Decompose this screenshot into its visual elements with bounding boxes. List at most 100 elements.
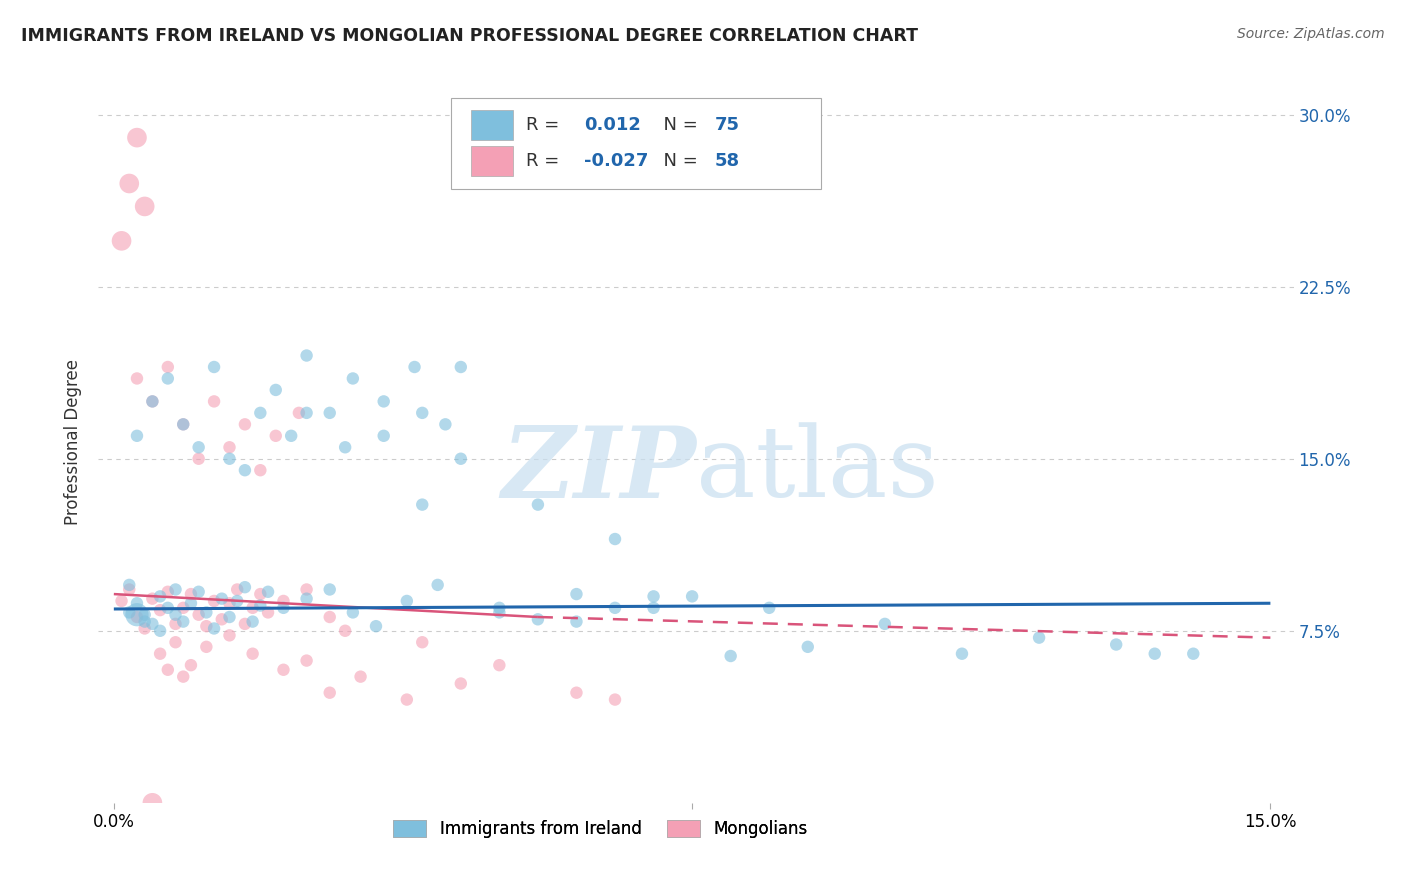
Point bbox=[218, 451, 240, 466]
Point bbox=[156, 371, 179, 385]
Point bbox=[118, 578, 141, 592]
Point bbox=[134, 615, 156, 629]
Point bbox=[165, 582, 187, 597]
Point bbox=[134, 622, 156, 636]
Point bbox=[295, 406, 318, 420]
Point bbox=[342, 371, 364, 385]
Point bbox=[172, 670, 194, 684]
Point bbox=[211, 591, 233, 606]
Point bbox=[288, 406, 311, 420]
Point bbox=[141, 796, 163, 810]
Point bbox=[125, 429, 148, 443]
Point bbox=[202, 394, 225, 409]
Point bbox=[603, 532, 626, 546]
Point bbox=[797, 640, 820, 654]
Point bbox=[434, 417, 457, 432]
Point bbox=[187, 607, 209, 622]
Point bbox=[603, 600, 626, 615]
Point bbox=[1028, 631, 1050, 645]
Point bbox=[233, 616, 256, 631]
Point bbox=[180, 658, 202, 673]
Point bbox=[565, 615, 588, 629]
Point bbox=[758, 600, 780, 615]
Point bbox=[233, 580, 256, 594]
Point bbox=[395, 594, 418, 608]
Point bbox=[242, 615, 264, 629]
Point bbox=[643, 590, 665, 604]
Point bbox=[319, 686, 342, 700]
Point bbox=[110, 234, 132, 248]
Text: R =: R = bbox=[526, 116, 565, 134]
Point bbox=[125, 610, 148, 624]
Point bbox=[125, 130, 148, 145]
Point bbox=[195, 640, 218, 654]
Point bbox=[187, 451, 209, 466]
Point bbox=[141, 394, 163, 409]
Point bbox=[295, 654, 318, 668]
Point bbox=[110, 594, 132, 608]
Point bbox=[450, 451, 472, 466]
Point bbox=[295, 591, 318, 606]
Point bbox=[202, 594, 225, 608]
Point bbox=[488, 600, 510, 615]
Point bbox=[264, 429, 287, 443]
Point bbox=[873, 616, 896, 631]
Point bbox=[149, 647, 172, 661]
Point bbox=[118, 582, 141, 597]
Text: N =: N = bbox=[652, 116, 703, 134]
Point bbox=[450, 676, 472, 690]
Point bbox=[565, 587, 588, 601]
Point bbox=[373, 429, 395, 443]
Point bbox=[156, 359, 179, 374]
Point bbox=[257, 584, 280, 599]
Point bbox=[373, 394, 395, 409]
Text: N =: N = bbox=[652, 153, 703, 170]
Point bbox=[165, 616, 187, 631]
Point bbox=[273, 663, 295, 677]
Point bbox=[202, 359, 225, 374]
Point bbox=[319, 406, 342, 420]
Point bbox=[149, 624, 172, 638]
Point bbox=[395, 692, 418, 706]
FancyBboxPatch shape bbox=[471, 146, 513, 177]
Point bbox=[233, 463, 256, 477]
Point bbox=[125, 371, 148, 385]
Point bbox=[180, 596, 202, 610]
Point bbox=[333, 624, 356, 638]
Point bbox=[249, 587, 271, 601]
Point bbox=[218, 440, 240, 454]
FancyBboxPatch shape bbox=[471, 110, 513, 140]
Point bbox=[720, 648, 742, 663]
Point bbox=[165, 635, 187, 649]
Point bbox=[141, 591, 163, 606]
Point bbox=[411, 406, 433, 420]
Point bbox=[172, 417, 194, 432]
Text: R =: R = bbox=[526, 153, 565, 170]
Point bbox=[156, 584, 179, 599]
Point bbox=[527, 498, 550, 512]
Y-axis label: Professional Degree: Professional Degree bbox=[65, 359, 83, 524]
Point bbox=[643, 600, 665, 615]
Point bbox=[180, 587, 202, 601]
Point bbox=[273, 600, 295, 615]
Point bbox=[156, 663, 179, 677]
Point bbox=[603, 692, 626, 706]
Text: 58: 58 bbox=[716, 153, 740, 170]
Point bbox=[202, 622, 225, 636]
Point bbox=[411, 498, 433, 512]
Point bbox=[125, 596, 148, 610]
Point bbox=[488, 606, 510, 620]
Point bbox=[195, 619, 218, 633]
Point bbox=[319, 610, 342, 624]
Point bbox=[195, 606, 218, 620]
Point bbox=[264, 383, 287, 397]
Point bbox=[134, 607, 156, 622]
Point bbox=[118, 177, 141, 191]
Point bbox=[273, 594, 295, 608]
Point bbox=[333, 440, 356, 454]
Point bbox=[681, 590, 703, 604]
Point bbox=[295, 582, 318, 597]
Text: -0.027: -0.027 bbox=[583, 153, 648, 170]
Point bbox=[411, 635, 433, 649]
Point bbox=[218, 610, 240, 624]
